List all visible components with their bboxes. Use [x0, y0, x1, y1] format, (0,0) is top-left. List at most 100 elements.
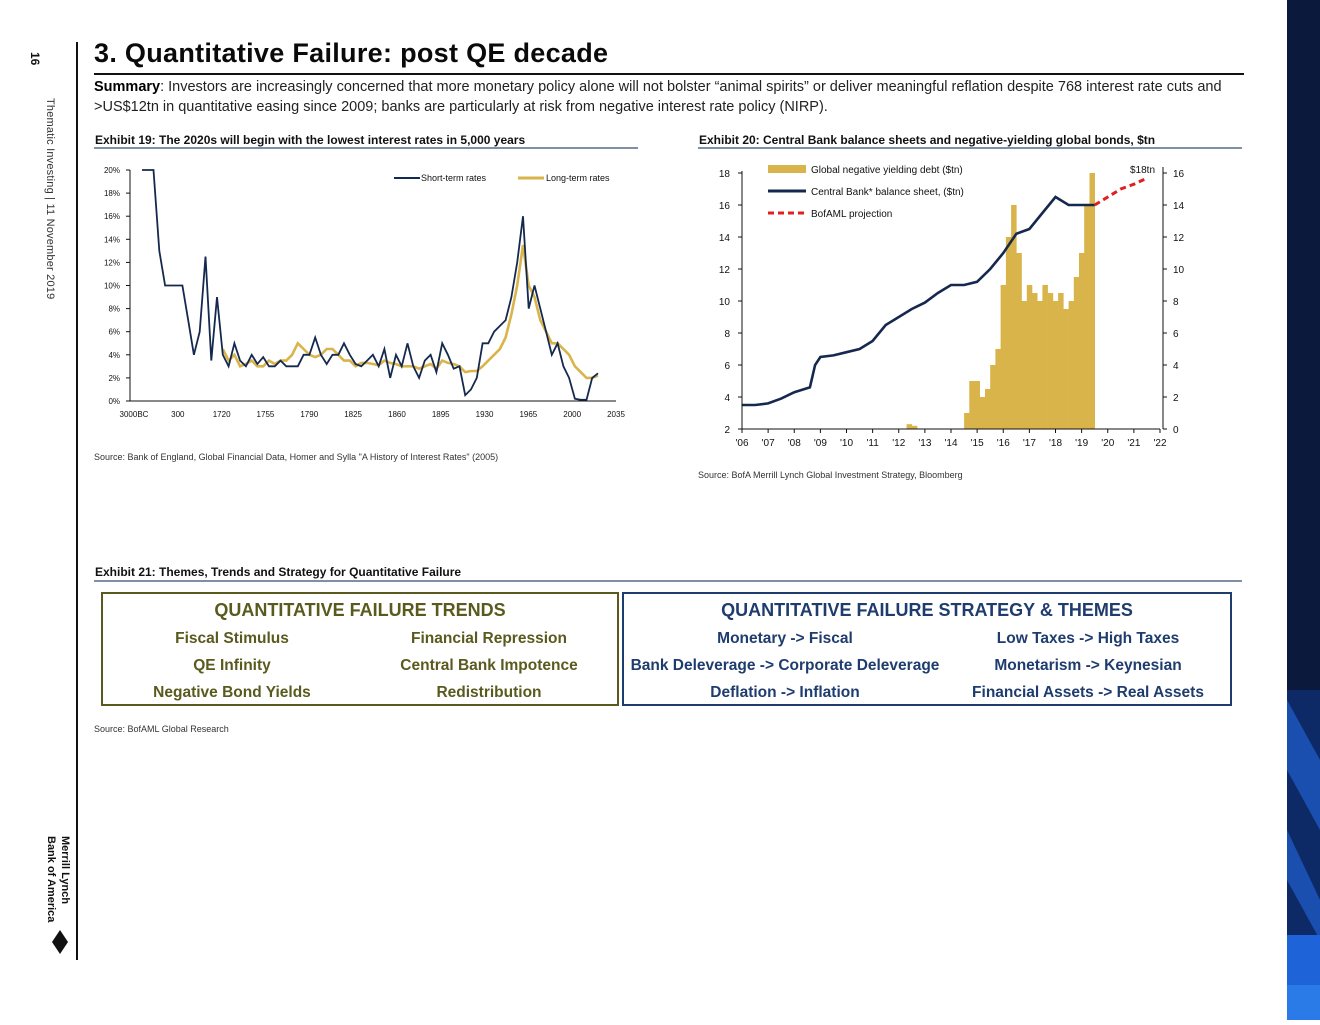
negative-yield-bar [1021, 301, 1027, 429]
summary-paragraph: Summary: Investors are increasingly conc… [94, 77, 1244, 117]
right-y-tick-label: 12 [1173, 233, 1185, 244]
right-y-tick-label: 2 [1173, 393, 1179, 404]
legend-long-term: Long-term rates [546, 173, 610, 183]
svg-text:Bank of America: Bank of America [45, 836, 57, 923]
x-tick-label: 1860 [388, 410, 406, 419]
x-tick-label: 2000 [563, 410, 581, 419]
y-tick-label: 12% [104, 258, 120, 267]
exhibit-21-title: Exhibit 21: Themes, Trends and Strategy … [95, 565, 462, 579]
exhibit-19-rule [94, 147, 638, 149]
trend-item: Central Bank Impotence [400, 657, 578, 674]
strategy-item: Monetary -> Fiscal [717, 630, 853, 647]
x-tick-label: '17 [1023, 438, 1036, 449]
right-y-tick-label: 6 [1173, 329, 1179, 340]
negative-yield-bar [1011, 205, 1017, 429]
long-term-rates-line [221, 244, 599, 380]
exhibit-19-source: Source: Bank of England, Global Financia… [94, 452, 499, 462]
left-y-tick-label: 10 [719, 297, 731, 308]
right-y-tick-label: 8 [1173, 297, 1179, 308]
exhibit-20-rule [698, 147, 1242, 149]
trends-heading: QUANTITATIVE FAILURE TRENDS [214, 600, 506, 620]
decorative-band [1287, 0, 1320, 1020]
negative-yield-bar [1089, 173, 1095, 429]
short-term-rates-line [142, 169, 599, 401]
trend-item: Fiscal Stimulus [175, 630, 289, 647]
x-tick-label: 1790 [300, 410, 318, 419]
negative-yield-bar [1084, 205, 1090, 429]
negative-yield-bar [1032, 293, 1038, 429]
x-tick-label: 1895 [432, 410, 450, 419]
negative-yield-bar [995, 349, 1001, 429]
left-y-tick-label: 2 [724, 425, 730, 436]
left-y-tick-label: 14 [719, 233, 731, 244]
x-tick-label: 300 [171, 410, 185, 419]
x-tick-label: '14 [944, 438, 957, 449]
exhibit-19-legend: Short-term rates Long-term rates [394, 173, 610, 183]
x-tick-label: '18 [1049, 438, 1062, 449]
negative-yield-bar [974, 381, 980, 429]
y-tick-label: 20% [104, 166, 120, 175]
trend-item: QE Infinity [193, 657, 271, 674]
negative-yield-bar [1079, 253, 1085, 429]
exhibit-20-legend: Global negative yielding debt ($tn) Cent… [768, 165, 964, 220]
x-tick-label: 1965 [519, 410, 537, 419]
x-tick-label: '12 [892, 438, 905, 449]
x-tick-label: '13 [918, 438, 931, 449]
exhibit-20-source: Source: BofA Merrill Lynch Global Invest… [698, 470, 963, 480]
y-tick-label: 18% [104, 189, 120, 198]
left-y-tick-label: 6 [724, 361, 730, 372]
x-tick-label: '06 [735, 438, 748, 449]
negative-yield-bar [906, 424, 913, 429]
exhibit-19-title: Exhibit 19: The 2020s will begin with th… [95, 133, 526, 147]
y-tick-label: 2% [108, 374, 120, 383]
exhibit-21-rule [94, 580, 1242, 582]
x-tick-label: '22 [1153, 438, 1166, 449]
document-info: Thematic Investing | 11 November 2019 [44, 98, 56, 300]
x-tick-label: '08 [788, 438, 801, 449]
trend-item: Negative Bond Yields [153, 684, 311, 701]
x-tick-label: '16 [997, 438, 1010, 449]
negative-yield-bar [1058, 293, 1064, 429]
strategy-box: QUANTITATIVE FAILURE STRATEGY & THEMES M… [622, 592, 1232, 706]
exhibit-20-title: Exhibit 20: Central Bank balance sheets … [699, 133, 1156, 147]
18tn-annotation: $18tn [1130, 165, 1155, 176]
strategy-item: Financial Assets -> Real Assets [972, 684, 1204, 701]
strategy-item: Bank Deleverage -> Corporate Deleverage [630, 657, 940, 674]
trend-item: Financial Repression [411, 630, 567, 647]
page-title: 3. Quantitative Failure: post QE decade [94, 38, 609, 68]
x-tick-label: '11 [866, 438, 879, 449]
y-tick-label: 8% [108, 305, 120, 314]
right-y-tick-label: 0 [1173, 425, 1179, 436]
x-tick-label: 1755 [257, 410, 275, 419]
page-number: 16 [28, 52, 42, 66]
x-tick-label: 3000BC [120, 410, 149, 419]
y-tick-label: 16% [104, 212, 120, 221]
negative-yield-bar [911, 425, 918, 429]
strategy-item: Deflation -> Inflation [710, 684, 860, 701]
negative-yield-bar [1016, 253, 1022, 429]
negative-yield-bar [1026, 285, 1033, 429]
bofaml-projection-line [1093, 178, 1145, 207]
trends-box: QUANTITATIVE FAILURE TRENDS Fiscal Stimu… [101, 592, 619, 706]
y-tick-label: 4% [108, 351, 120, 360]
right-y-tick-label: 16 [1173, 169, 1185, 180]
strategy-heading: QUANTITATIVE FAILURE STRATEGY & THEMES [721, 600, 1133, 620]
left-y-tick-label: 8 [724, 329, 730, 340]
negative-yield-bar [1052, 301, 1059, 429]
legend-bofaml-projection: BofAML projection [811, 209, 892, 220]
x-tick-label: '19 [1075, 438, 1088, 449]
negative-yield-bar [1068, 301, 1075, 429]
negative-yield-bar [964, 413, 970, 429]
negative-yield-bar [985, 389, 991, 429]
x-tick-label: 2035 [607, 410, 625, 419]
negative-yield-bar [1073, 277, 1080, 429]
title-divider [94, 73, 1244, 75]
x-tick-label: '07 [762, 438, 775, 449]
summary-label: Summary [94, 79, 161, 95]
negative-yield-bar [1047, 293, 1054, 429]
x-tick-label: '10 [840, 438, 853, 449]
left-y-tick-label: 4 [724, 393, 730, 404]
x-tick-label: 1930 [476, 410, 494, 419]
negative-yield-bar [1063, 309, 1069, 429]
x-tick-label: '20 [1101, 438, 1114, 449]
